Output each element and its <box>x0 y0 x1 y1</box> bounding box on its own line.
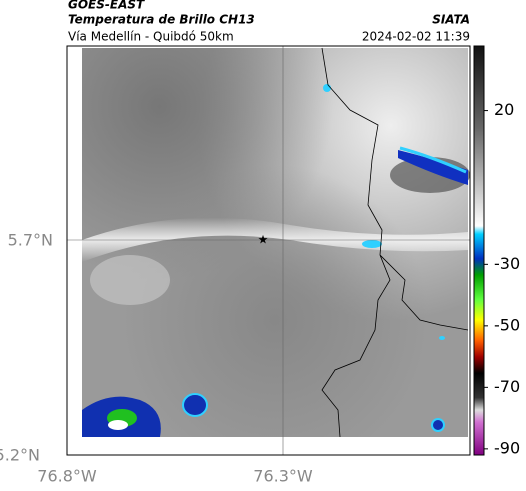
colorbar-tick-label: -30 <box>494 254 520 273</box>
colorbar-tick-label: -50 <box>494 315 520 334</box>
svg-text:★: ★ <box>258 233 269 247</box>
lon-label: 76.8°W <box>37 467 97 486</box>
satellite-image: ★ <box>66 45 471 456</box>
colorbar-tick-label: -90 <box>494 438 520 457</box>
colorbar-tick-label: -70 <box>494 377 520 396</box>
datetime: 2024-02-02 11:39 <box>362 30 470 44</box>
source: SIATA <box>432 13 470 27</box>
colorbar-tick-label: 20 <box>494 100 514 119</box>
header: GOES-EAST Temperatura de Brillo CH13 SIA… <box>68 0 470 44</box>
subtitle: Temperatura de Brillo CH13 <box>68 13 255 27</box>
lat-label: 5.7°N <box>8 231 53 250</box>
title: GOES-EAST <box>68 0 145 12</box>
lon-label: 76.3°W <box>253 467 313 486</box>
lat-label: 5.2°N <box>0 446 40 465</box>
axis-labels: 5.7°N 5.2°N 76.8°W 76.3°W <box>0 231 313 486</box>
colorbar: 20 -30 -50 -70 -90 <box>473 45 520 457</box>
route: Vía Medellín - Quibdó 50km <box>68 30 234 44</box>
